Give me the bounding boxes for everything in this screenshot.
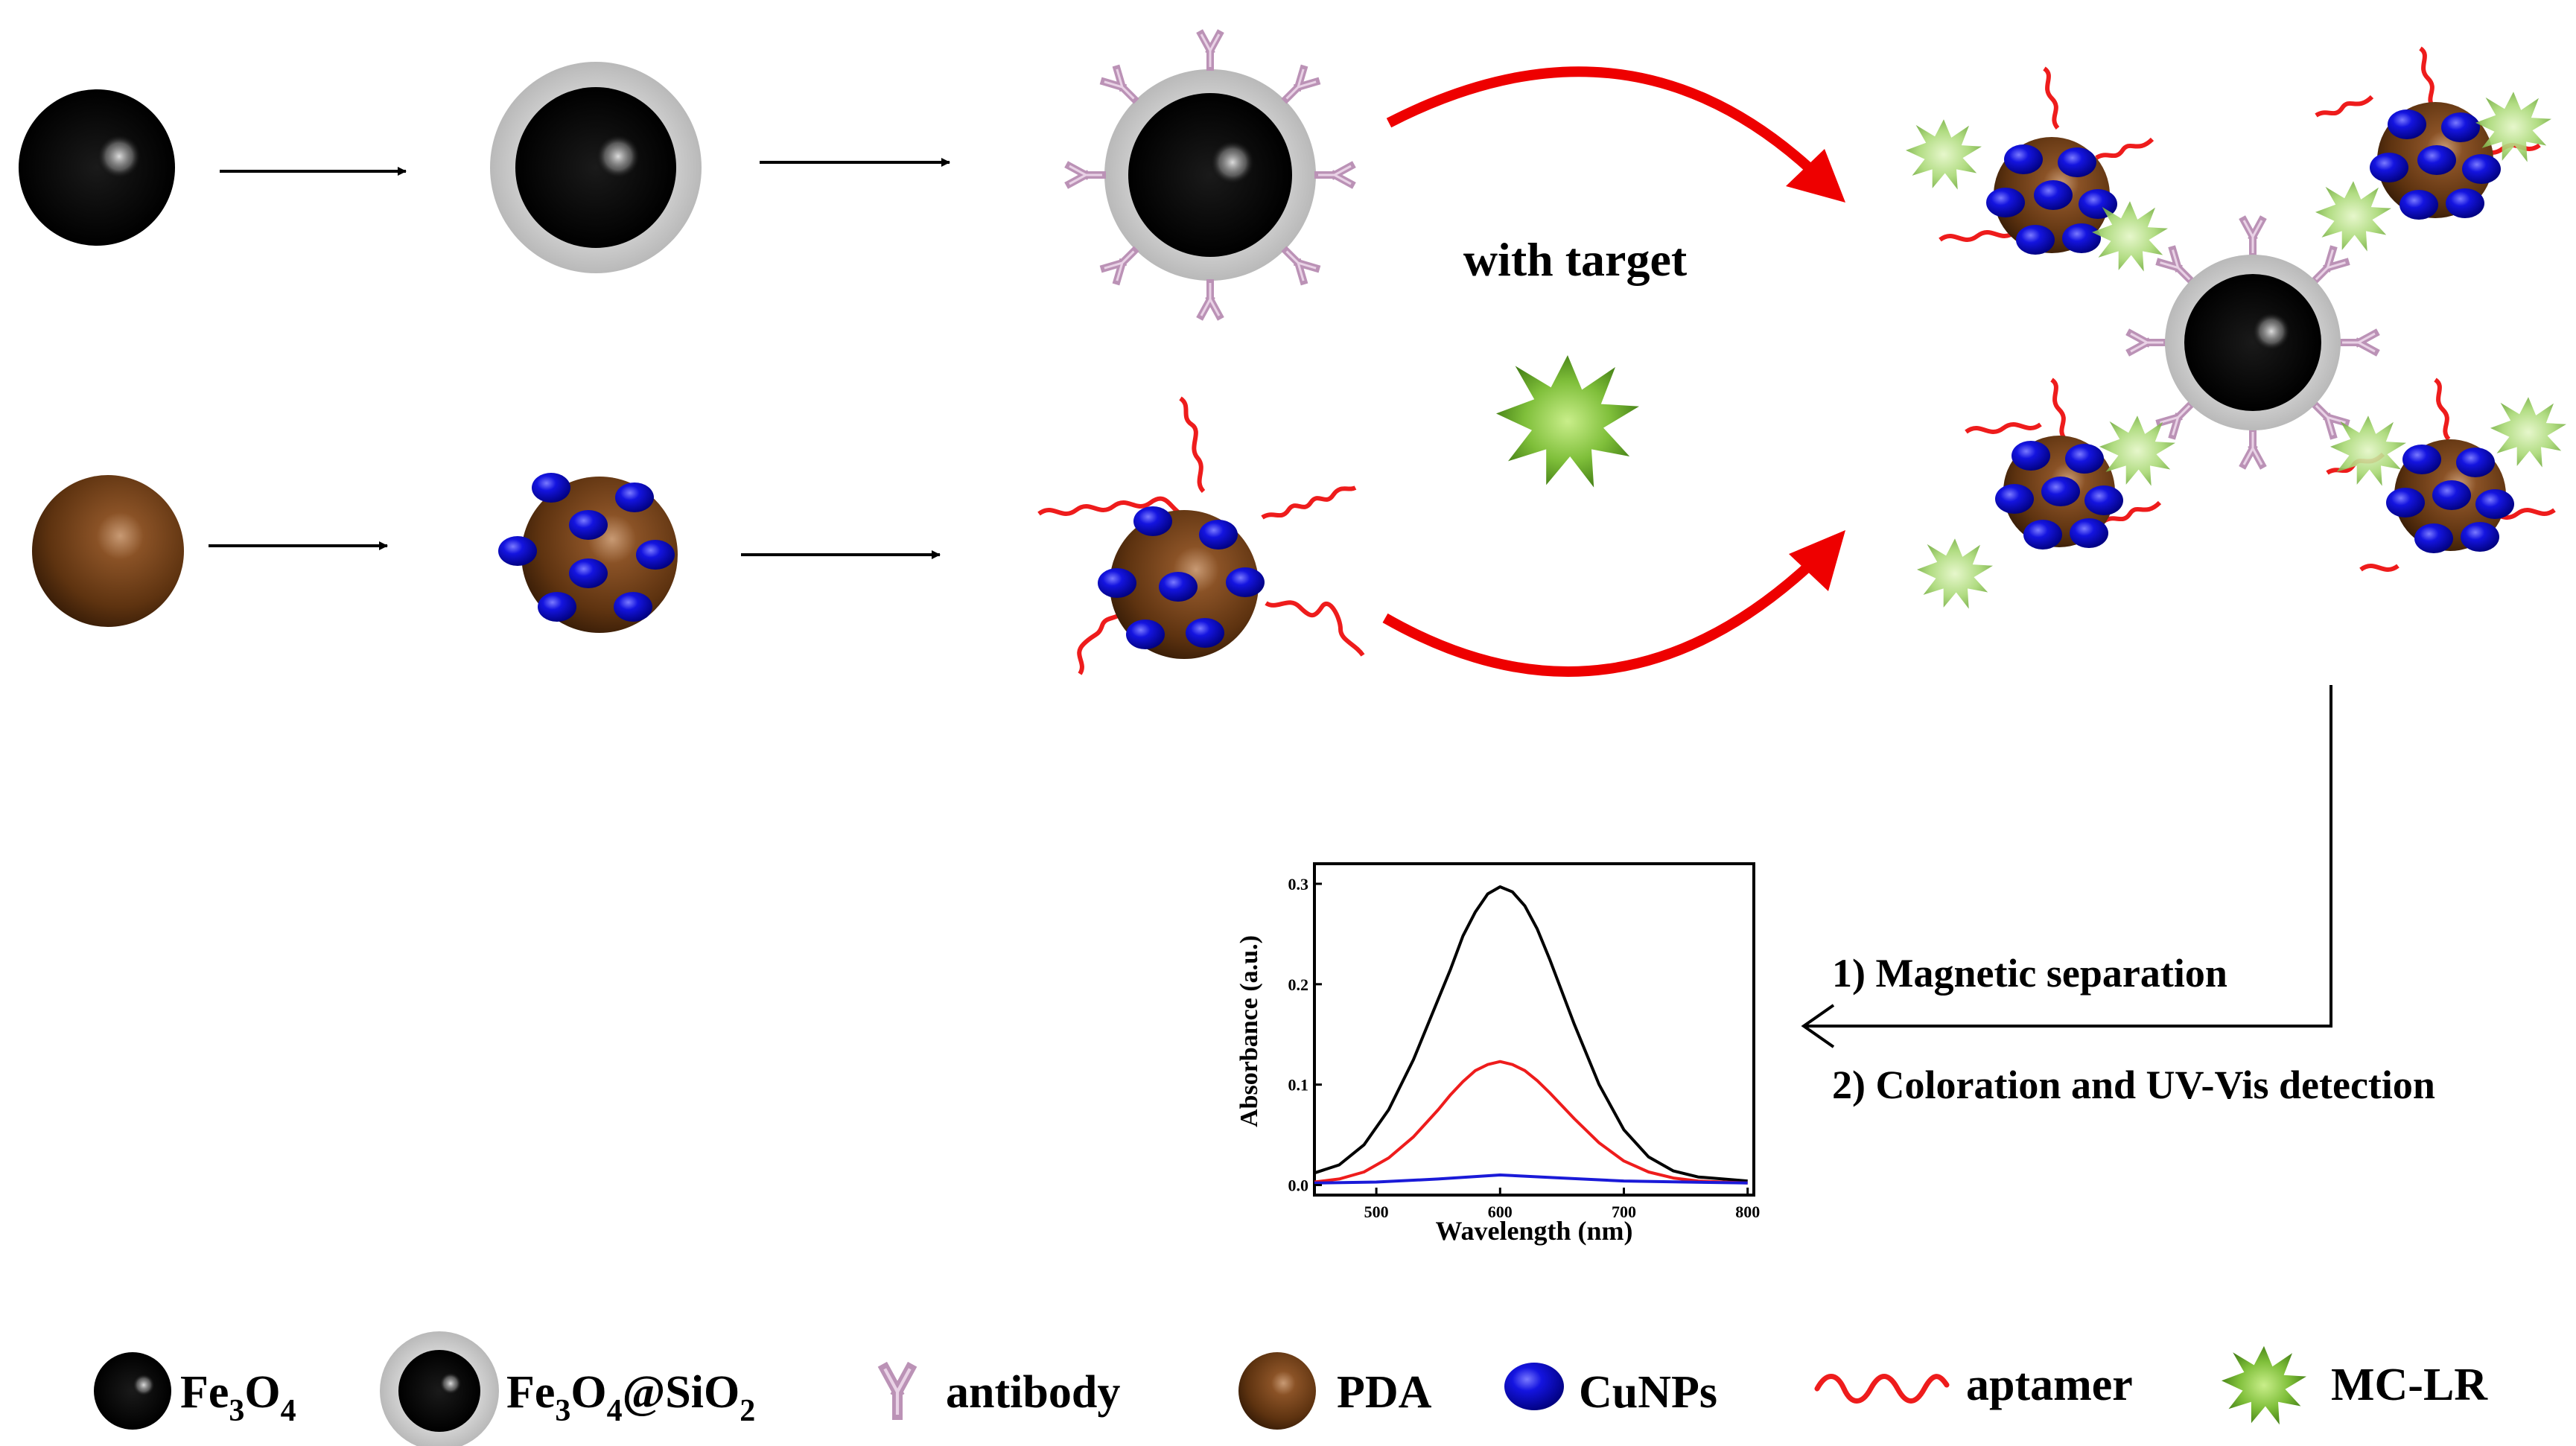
y-tick-label: 0.2 [1288, 975, 1309, 994]
fe3o4-particle [19, 89, 175, 246]
fe3o4-sio2-particle [490, 62, 702, 273]
x-axis-label: Wavelength (nm) [1436, 1216, 1633, 1246]
detection-arrowhead [1801, 1004, 1835, 1048]
step-1-label: 1) Magnetic separation [1832, 951, 2227, 996]
pda-particle [32, 475, 184, 627]
legend: Fe3O4 Fe3O4@SiO2 antibody PDA CuNPs apta… [94, 1331, 2488, 1446]
pda-cunps-particle [498, 473, 678, 633]
legend-antibody: antibody [885, 1367, 1120, 1418]
legend-mclr: MC-LR [2222, 1345, 2488, 1425]
legend-aptamer-swatch [1814, 1374, 1950, 1404]
chart-series-line-1 [1314, 885, 1748, 1183]
x-tick-label: 500 [1364, 1203, 1389, 1221]
legend-aptamer-text: aptamer [1966, 1360, 2133, 1410]
legend-cunps-text: CuNPs [1579, 1367, 1717, 1418]
sandwich-complex [1906, 46, 2566, 609]
legend-pda-text: PDA [1337, 1367, 1432, 1418]
step-2-label: 2) Coloration and UV-Vis detection [1832, 1063, 2435, 1107]
x-tick-label: 600 [1488, 1203, 1513, 1221]
y-tick-label: 0.1 [1288, 1076, 1309, 1095]
y-tick-label: 0.0 [1288, 1176, 1309, 1195]
legend-cunps-swatch [1504, 1363, 1564, 1410]
chart-series-line-2 [1314, 1060, 1748, 1185]
uv-vis-chart: 500 600 700 800 0.0 0.1 0.2 0.3 Wavelength (nm)… [1235, 862, 1760, 1246]
antibody-magnetic-bead [1069, 34, 1351, 316]
aptamer-probe [1037, 396, 1365, 675]
chart-frame [1313, 862, 1755, 1197]
detection-path-line [1806, 685, 2332, 1028]
legend-mclr-text: MC-LR [2331, 1360, 2488, 1410]
legend-aptamer: aptamer [1814, 1360, 2133, 1410]
y-axis-label: Absorbance (a.u.) [1235, 935, 1263, 1127]
legend-mclr-swatch [2222, 1345, 2306, 1425]
legend-antibody-swatch [885, 1369, 910, 1415]
legend-antibody-text: antibody [946, 1367, 1120, 1418]
legend-pda-swatch [1238, 1352, 1316, 1430]
mc-lr-target-icon [1496, 355, 1639, 488]
red-arrowhead-bottom [1789, 530, 1845, 591]
legend-fe3o4-sio2-text: Fe3O4@SiO2 [506, 1367, 755, 1428]
x-tick-label: 700 [1612, 1203, 1636, 1221]
legend-pda: PDA [1238, 1352, 1432, 1430]
red-curve-arrow-top [1386, 66, 1828, 187]
legend-fe3o4: Fe3O4 [94, 1352, 296, 1430]
legend-fe3o4-sio2: Fe3O4@SiO2 [380, 1331, 755, 1446]
legend-fe3o4-text: Fe3O4 [180, 1367, 296, 1428]
with-target-label: with target [1463, 233, 1688, 286]
x-tick-label: 800 [1735, 1203, 1760, 1221]
y-tick-label: 0.3 [1288, 875, 1309, 894]
legend-fe3o4-swatch [94, 1352, 171, 1430]
red-curve-arrow-bottom [1382, 547, 1828, 677]
chart-series-line-3 [1314, 1173, 1748, 1185]
red-arrowhead-top [1786, 149, 1845, 203]
legend-cunps: CuNPs [1504, 1363, 1717, 1418]
